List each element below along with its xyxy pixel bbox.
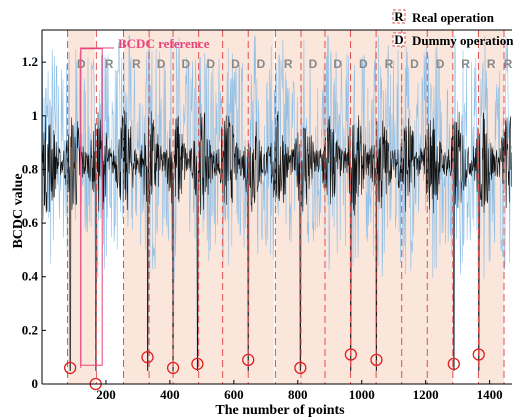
segment-shade-8 bbox=[275, 30, 301, 384]
minimum-circle-6 bbox=[294, 361, 307, 375]
minimum-circle-3 bbox=[166, 361, 180, 375]
legend-marker-letter-1: D bbox=[394, 32, 403, 47]
segment-label-3: D bbox=[157, 57, 166, 71]
legend-label-1: Dummy operation bbox=[412, 33, 514, 48]
y-tick-label-0: 0 bbox=[32, 376, 39, 391]
axes: 200 400 600 800 1000 1200 1400 0 0.2 0.4 0.6 0.8 1 1.… bbox=[22, 29, 512, 402]
minima-markers bbox=[63, 348, 485, 391]
y-tick-label-6: 1.2 bbox=[22, 54, 38, 69]
segment-shade-9 bbox=[300, 30, 325, 384]
x-tick-label-3: 800 bbox=[288, 387, 308, 402]
segment-label-10: D bbox=[333, 57, 342, 71]
segment-shade-16 bbox=[478, 30, 505, 384]
minimum-circle-5 bbox=[242, 353, 255, 367]
legend-marker-0 bbox=[392, 9, 406, 24]
y-tick-label-5: 1 bbox=[32, 108, 39, 123]
minimum-circle-2 bbox=[141, 351, 154, 364]
x-tick-label-1: 400 bbox=[160, 387, 180, 402]
y-tick-label-2: 0.4 bbox=[22, 269, 39, 284]
minimum-circle-4 bbox=[191, 357, 204, 371]
segment-label-11: D bbox=[359, 57, 368, 71]
legend-marker-1 bbox=[392, 32, 406, 47]
segment-label-16: R bbox=[487, 57, 496, 71]
x-tick-label-5: 1200 bbox=[413, 387, 439, 402]
real-trace bbox=[41, 110, 512, 371]
segment-label-0: D bbox=[77, 57, 86, 71]
segment-label-12: R bbox=[385, 57, 394, 71]
minimum-circle-9 bbox=[447, 357, 460, 371]
segment-label-17: R bbox=[504, 57, 513, 71]
segment-boundaries bbox=[67, 30, 505, 384]
reference-box bbox=[80, 48, 103, 366]
minimum-circle-10 bbox=[472, 348, 485, 361]
segment-label-6: D bbox=[231, 57, 240, 71]
minimum-circle-8 bbox=[370, 353, 383, 367]
legend: R Real operation D Dummy operation bbox=[392, 9, 514, 48]
trace-layer bbox=[41, 35, 512, 371]
x-tick-label-2: 600 bbox=[224, 387, 244, 402]
x-axis-title: The number of points bbox=[215, 403, 345, 417]
segment-label-14: D bbox=[436, 57, 445, 71]
y-tick-label-1: 0.2 bbox=[22, 322, 38, 337]
segment-label-8: R bbox=[284, 57, 293, 71]
x-tick-label-6: 1400 bbox=[477, 387, 503, 402]
segment-label-1: R bbox=[105, 57, 114, 71]
reference-annotation: BCDC reference bbox=[80, 36, 210, 368]
legend-marker-letter-0: R bbox=[394, 9, 404, 24]
segment-label-4: D bbox=[182, 57, 191, 71]
segment-label-9: D bbox=[309, 57, 318, 71]
legend-label-0: Real operation bbox=[412, 10, 495, 25]
reference-label: BCDC reference bbox=[118, 36, 210, 51]
y-axis-title: BCDC value bbox=[11, 173, 26, 248]
segment-label-15: R bbox=[461, 57, 470, 71]
x-tick-label-4: 1000 bbox=[349, 387, 375, 402]
segment-label-2: R bbox=[132, 57, 141, 71]
minimum-circle-0 bbox=[63, 361, 77, 375]
y-tick-label-4: 0.8 bbox=[22, 161, 39, 176]
y-tick-label-3: 0.6 bbox=[22, 215, 39, 230]
segment-label-13: D bbox=[410, 57, 419, 71]
x-tick-label-0: 200 bbox=[96, 387, 116, 402]
segment-shade-3 bbox=[149, 30, 174, 384]
segment-label-5: D bbox=[206, 57, 215, 71]
minimum-circle-7 bbox=[344, 348, 358, 361]
segment-label-7: D bbox=[257, 57, 266, 71]
